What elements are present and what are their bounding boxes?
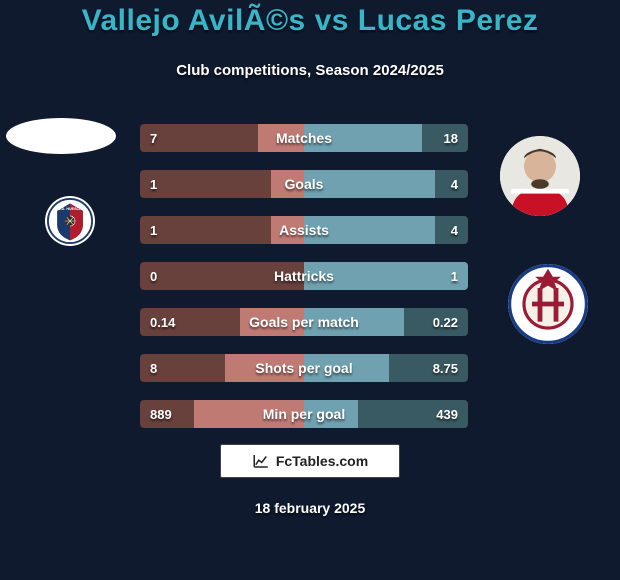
bar-value-right: 1	[451, 262, 458, 290]
bar-label: Min per goal	[140, 400, 468, 428]
player-right-avatar	[500, 136, 580, 216]
shield-icon: S.D. HUESCA	[47, 198, 93, 244]
bar-label: Goals per match	[140, 308, 468, 336]
bar-label: Assists	[140, 216, 468, 244]
stats-bars: Matches718Goals14Assists14Hattricks01Goa…	[140, 124, 468, 446]
stat-row: Hattricks0 1	[140, 262, 468, 290]
bar-value-right: 18	[444, 124, 458, 152]
brand-box[interactable]: FcTables.com	[220, 444, 400, 478]
bar-value-left: 7	[150, 124, 157, 152]
bar-value-left: 889	[150, 400, 172, 428]
club-right-badge	[508, 264, 588, 344]
bar-value-left: 8	[150, 354, 157, 382]
stat-row: Matches7 18	[140, 124, 468, 152]
stat-row: Goals per match0.14 0.22	[140, 308, 468, 336]
bar-value-right: 0.22	[433, 308, 458, 336]
chart-line-icon	[252, 452, 270, 470]
bar-value-right: 439	[436, 400, 458, 428]
club-left-badge: S.D. HUESCA	[45, 196, 95, 246]
person-icon	[500, 136, 580, 216]
page-title: Vallejo AvilÃ©s vs Lucas Perez	[0, 4, 620, 38]
subtitle: Club competitions, Season 2024/2025	[0, 62, 620, 79]
bar-value-left: 0	[150, 262, 157, 290]
bar-value-left: 1	[150, 170, 157, 198]
bar-label: Shots per goal	[140, 354, 468, 382]
footer-date: 18 february 2025	[0, 500, 620, 516]
stat-row: Assists1 4	[140, 216, 468, 244]
bar-label: Matches	[140, 124, 468, 152]
svg-text:S.D. HUESCA: S.D. HUESCA	[58, 207, 82, 211]
crest-icon	[508, 264, 588, 344]
bar-label: Goals	[140, 170, 468, 198]
bar-value-right: 8.75	[433, 354, 458, 382]
bar-value-left: 1	[150, 216, 157, 244]
brand-label: FcTables.com	[276, 453, 368, 469]
bar-value-left: 0.14	[150, 308, 175, 336]
stat-row: Min per goal889 439	[140, 400, 468, 428]
bar-value-right: 4	[451, 216, 458, 244]
bar-value-right: 4	[451, 170, 458, 198]
player-left-avatar	[6, 118, 116, 154]
stat-row: Shots per goal8 8.75	[140, 354, 468, 382]
stat-row: Goals1 4	[140, 170, 468, 198]
bar-label: Hattricks	[140, 262, 468, 290]
